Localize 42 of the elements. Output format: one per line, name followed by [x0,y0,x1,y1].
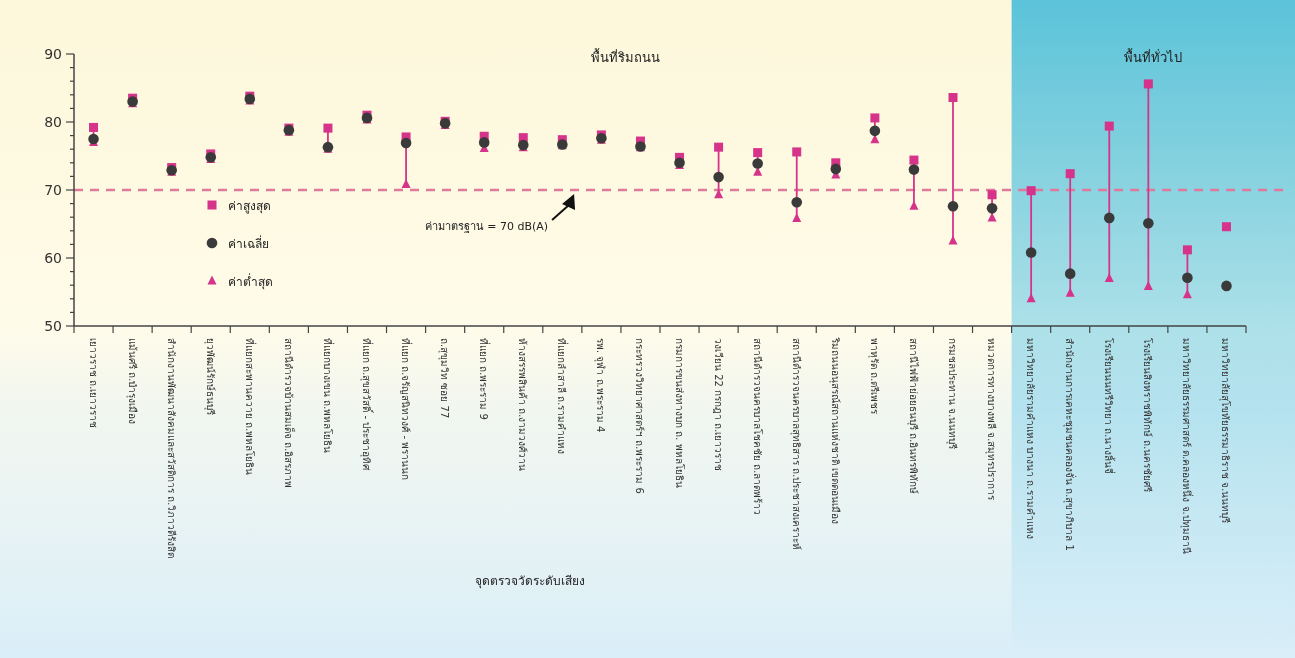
x-tick-label: สถานีตำรวจบ้านสมเด็จ ถ.อิสรภาพ [282,338,296,489]
x-tick-label: ถ.สุขุมวิท ซอย 77 [438,338,451,419]
x-tick-label: ที่แยก ถ.สุขสวัสดิ์ - ประชาอุทิศ [360,338,374,472]
x-tick-label: มหาวิทยาลัยธรรมศาสตร์ ต.คลองหนึ่ง จ.ปทุมธานี [1180,338,1195,554]
x-axis-title: จุดตรวจวัดระดับเสียง [475,574,585,589]
x-tick-label: พาหุรัด ถ.ตรีเพชร [867,338,880,416]
x-tick-label: สำนักงานการเคหะชุมชนคลองจั่น ถ.สุขาภิบาล 1 [1063,338,1078,551]
legend-label: ค่าเฉลี่ย [228,235,269,251]
x-tick-label: ที่แยกลำสาลี ถ.รามคำแหง [556,338,570,455]
x-tick-label: กรมการขนส่งทางบก ถ. พหลโยธิน [673,338,686,488]
y-tick-label: 60 [44,250,62,266]
x-tick-label: สถานีไฟฟ้าย่อยธนบุรี ถ.อินทรพิทักษ์ [906,338,919,495]
x-tick-label: โรงเรียนนนทรีวิทยา ถ.นางลิ้นจี่ [1103,338,1117,475]
x-tick-label: หมวดการทางบางพลี จ.สมุทรปราการ [985,338,998,502]
x-tick-label: สถานีตำรวจนครบาลโชคชัย ถ.ลาดพร้าว [751,338,764,516]
x-tick-label: ห้างสรรพสินค้า ถ.งามวงศ์วาน [517,338,529,472]
y-tick-label: 90 [44,46,62,62]
band-label: พื้นที่ทั่วไป [1124,48,1183,65]
x-tick-label: แม้นศรี ถ.บำรุงเมือง [125,338,138,425]
x-tick-label: รพ. จุฬา ถ.พระราม 4 [594,338,607,433]
x-tick-label: ที่แยกบางเขน ถ.พหลโยธิน [321,338,335,454]
x-tick-label: ยุวพัฒน์รักษ์ธนบุรี [203,338,216,416]
x-tick-label: สถานีตำรวจนครบาลสุทธิสาร ถ.ประชาสงเคราะห์ [789,338,802,551]
x-tick-label: ที่แยก ถ.จรัญสนิทวงศ์ - พรานนก [400,338,414,481]
x-tick-label: วงเวียน 22 กรกฎา ถ.เยาวราช [712,338,724,472]
y-tick-label: 80 [44,114,62,130]
x-tick-label: เยาวราช ถ.เยาวราช [87,338,99,429]
x-tick-label: โรงเรียนสิงหราชพิทักษ์ ถ.นครชัยศรี [1142,338,1155,494]
legend-label: ค่าต่ำสุด [228,273,273,290]
x-tick-label: มหาวิทยาลัยสุโขทัยธรรมาธิราช จ.นนทบุรี [1219,338,1233,525]
legend-label: ค่าสูงสุด [228,199,271,214]
ref-line-label: ค่ามาตรฐาน = 70 dB(A) [424,220,549,233]
y-tick-label: 70 [44,182,62,198]
x-tick-label: กระทรวงวิทยาศาสตร์ฯ ถ.พระราม 6 [634,338,646,494]
x-tick-label: ริมถนนอนุสรณ์สถานแห่งชาติ เขตดอนเมือง [828,337,841,525]
x-tick-label: ที่แยกสะพานควาย ถ.พหลโยธิน [243,338,257,476]
band-label: พื้นที่ริมถนน [591,48,661,65]
y-tick-label: 50 [44,318,62,334]
x-tick-label: สำนักงานพัฒนาสังคมและสวัสดิการ ถ.วิภาวดีรังสิต [165,338,177,559]
x-tick-label: มหาวิทยาลัยรามคำแหง บางนา ถ.รามคำแหง [1025,338,1037,539]
x-tick-label: กรมชลประทาน จ.นนทบุรี [946,338,958,451]
x-tick-label: ที่แยก ถ.พระราม 9 [478,338,492,420]
